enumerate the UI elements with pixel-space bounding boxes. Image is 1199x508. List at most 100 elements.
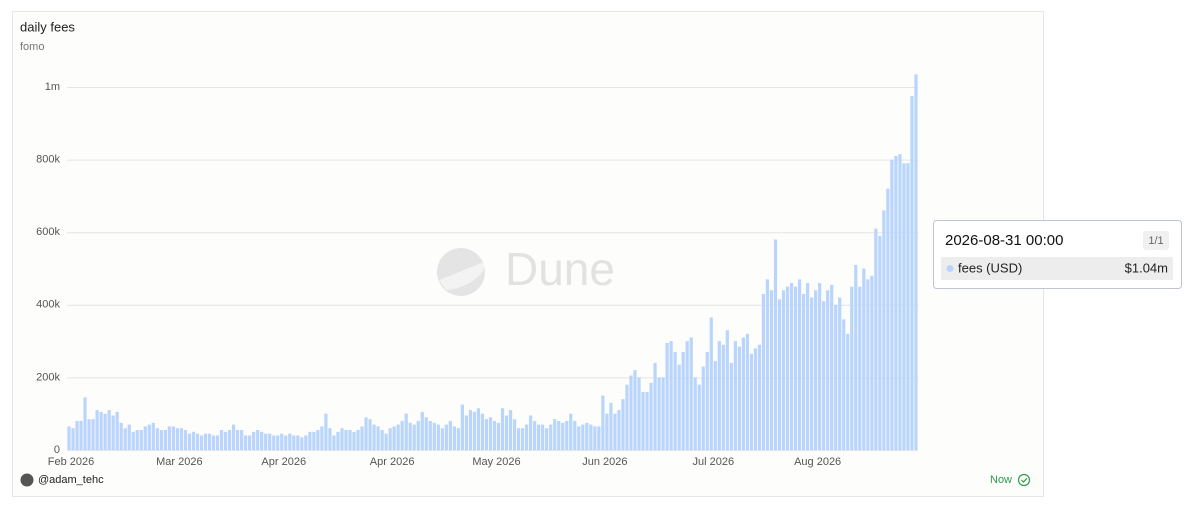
bar [332, 435, 336, 450]
bar [344, 430, 348, 450]
bar [496, 422, 501, 450]
bar [171, 426, 175, 450]
bar [404, 413, 408, 450]
bar [866, 279, 870, 450]
bar [412, 424, 416, 450]
bar [621, 399, 625, 450]
bar [179, 428, 184, 450]
bar [203, 433, 208, 450]
bar [737, 346, 741, 450]
bar [826, 290, 830, 450]
bar [227, 430, 232, 450]
bar [557, 420, 561, 450]
bar [500, 408, 505, 450]
x-tick-label: Jul 2026 [692, 456, 734, 468]
watermark-text: Dune [505, 243, 615, 295]
bar [669, 341, 673, 450]
bar [545, 428, 549, 450]
bar [573, 420, 577, 450]
bar [773, 239, 778, 450]
bar [769, 290, 774, 450]
bar [388, 428, 392, 450]
bar [151, 422, 155, 450]
bar [593, 426, 597, 450]
bar [71, 428, 75, 450]
bar [846, 333, 850, 450]
bar [858, 286, 862, 450]
bar [721, 344, 725, 450]
bar [701, 366, 705, 450]
bar [850, 286, 854, 450]
bar [211, 435, 216, 450]
bar [765, 279, 770, 450]
bar [757, 344, 762, 450]
bar [248, 435, 252, 450]
bar [806, 283, 810, 450]
bar [87, 419, 91, 450]
bar [352, 431, 356, 450]
bar [637, 377, 641, 450]
bar [452, 426, 456, 450]
x-tick-label: Apr 2026 [261, 456, 306, 468]
bar [312, 431, 316, 450]
bar [328, 428, 332, 450]
bar [219, 430, 224, 450]
bar [356, 430, 360, 450]
bar [854, 264, 858, 450]
bar [127, 424, 131, 450]
bar [822, 301, 826, 450]
x-tick-label: Apr 2026 [370, 456, 415, 468]
bar [476, 408, 481, 450]
bar [440, 428, 444, 450]
bar [368, 419, 372, 450]
bar [597, 426, 601, 450]
bar [685, 341, 689, 450]
bar [882, 210, 886, 450]
bar [444, 424, 448, 450]
bar [396, 424, 400, 450]
bar [240, 430, 244, 450]
status: Now [990, 474, 1012, 486]
bar [902, 163, 906, 451]
bar [661, 377, 665, 450]
bar [348, 430, 352, 450]
y-tick-label: 800k [36, 154, 60, 166]
bar [131, 431, 135, 450]
bar [733, 341, 737, 450]
bar [665, 342, 669, 450]
bar [834, 304, 838, 450]
watermark: Dune [437, 243, 615, 296]
bar [83, 397, 87, 450]
bar [167, 426, 171, 450]
bar [890, 159, 894, 450]
bar [340, 428, 344, 450]
bar [260, 431, 264, 450]
bar [633, 370, 637, 450]
bar [272, 435, 276, 450]
bar [155, 428, 159, 450]
bar [613, 413, 617, 450]
bar [99, 411, 103, 450]
bar [533, 420, 537, 450]
bar [781, 290, 786, 450]
bar [316, 430, 320, 450]
bar [565, 420, 569, 450]
bar [862, 268, 866, 450]
bar [657, 377, 661, 450]
bar [673, 351, 677, 450]
bar [713, 361, 717, 450]
bar [191, 431, 196, 450]
bar [464, 415, 469, 450]
bar [838, 297, 842, 450]
bar [729, 362, 733, 450]
bar [256, 430, 260, 450]
bar [460, 404, 464, 450]
x-tick-label: Mar 2026 [156, 456, 202, 468]
bar [745, 333, 750, 450]
avatar [20, 473, 34, 487]
bar [585, 422, 589, 450]
x-tick-label: Jun 2026 [582, 456, 627, 468]
bar [761, 293, 766, 450]
bar [677, 364, 681, 450]
bar [472, 411, 477, 450]
